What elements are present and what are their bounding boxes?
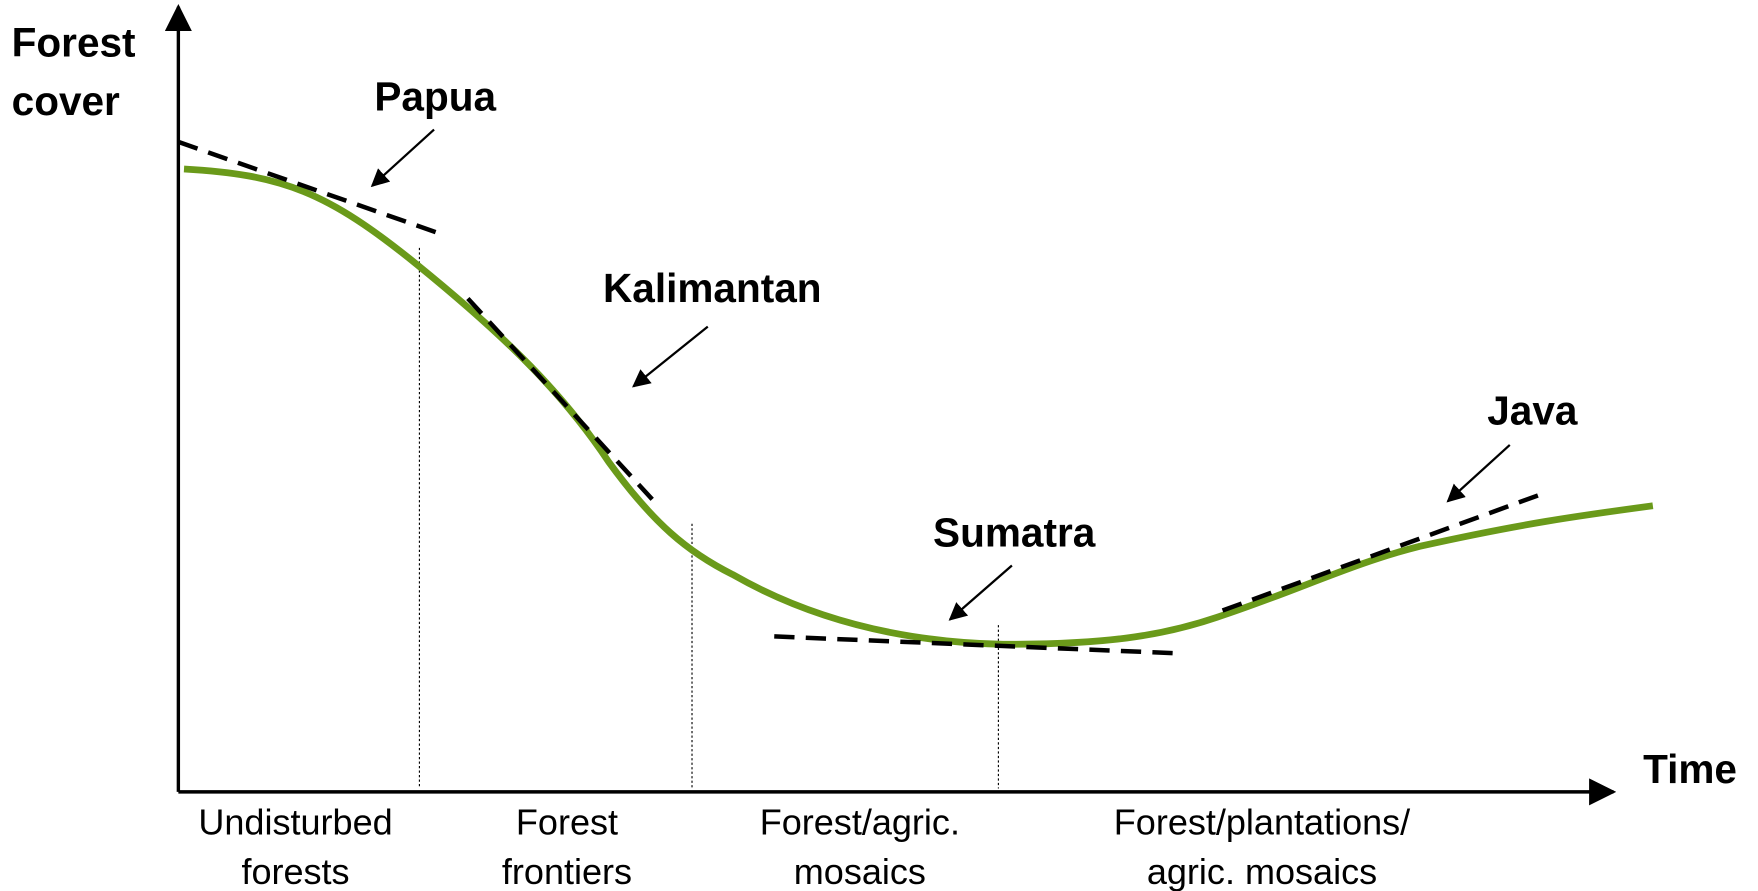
annotation: Kalimantan bbox=[603, 265, 822, 311]
x-axis-label: Time bbox=[1643, 746, 1737, 792]
stage-label: frontiers bbox=[502, 851, 632, 891]
annotation: Sumatra bbox=[933, 509, 1096, 555]
stage-label: forests bbox=[241, 851, 349, 891]
annotation: Papua bbox=[374, 73, 496, 119]
stage-label: agric. mosaics bbox=[1147, 851, 1377, 891]
stage-label: Undisturbed bbox=[198, 802, 392, 843]
stage-dividers bbox=[418, 247, 999, 789]
y-axis-label: Forest bbox=[12, 19, 136, 65]
annotation: Java bbox=[1487, 388, 1578, 434]
tangent-lines bbox=[177, 139, 1545, 656]
stage-label: Forest/agric. bbox=[760, 802, 960, 843]
stage-label: Forest/plantations/ bbox=[1114, 802, 1411, 843]
stage-label: mosaics bbox=[794, 851, 926, 891]
forest-transition-curve bbox=[183, 165, 1654, 648]
stage-label: Forest bbox=[516, 802, 618, 843]
y-axis-label: cover bbox=[12, 78, 120, 124]
annotation-arrows bbox=[370, 128, 1511, 621]
